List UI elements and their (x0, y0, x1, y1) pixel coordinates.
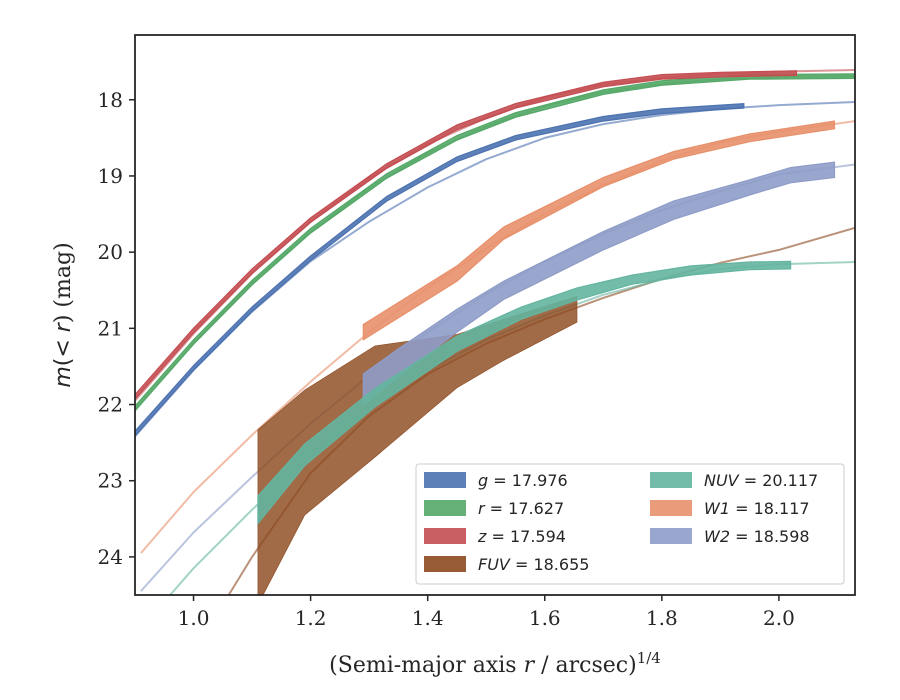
data-band-w1 (362, 120, 836, 341)
y-tick-label: 19 (98, 164, 123, 188)
y-axis-title: m(< r) (mag) (51, 242, 76, 387)
legend-swatch-w1 (650, 500, 692, 516)
plot-frame (134, 34, 856, 596)
y-tick-label: 24 (98, 545, 123, 569)
data-bands (135, 70, 855, 595)
legend-label-r: r = 17.627 (478, 499, 564, 518)
x-tick-label: 2.0 (763, 606, 795, 630)
data-band-fuv (257, 295, 578, 595)
legend-label-g: g = 17.976 (478, 471, 568, 490)
legend-swatch-g (424, 472, 466, 488)
y-tick-label: 20 (98, 240, 123, 264)
data-band-z (135, 70, 798, 401)
legend-label-fuv: FUV = 18.655 (478, 555, 589, 574)
axis-ticks: 1.0 1.2 1.4 1.6 1.8 2.0 18 19 20 21 22 23 24 (98, 88, 795, 630)
x-tick-label: 1.2 (295, 606, 327, 630)
data-band-nuv (257, 260, 792, 526)
data-band-g (135, 102, 745, 437)
legend-swatch-w2 (650, 528, 692, 544)
legend-label-nuv: NUV = 20.117 (704, 471, 818, 490)
y-tick-label: 22 (98, 393, 123, 417)
x-tick-label: 1.8 (646, 606, 678, 630)
legend-label-w2: W2 = 18.598 (704, 527, 810, 546)
legend-swatch-fuv (424, 556, 466, 572)
x-tick-label: 1.6 (529, 606, 561, 630)
x-axis-title: (Semi-major axis r / arcsec)1/4 (329, 649, 661, 678)
legend-box (415, 463, 845, 585)
legend-swatch-z (424, 528, 466, 544)
x-tick-label: 1.0 (178, 606, 210, 630)
x-tick-label: 1.4 (412, 606, 444, 630)
legend-label-z: z = 17.594 (477, 527, 566, 546)
legend-swatch-nuv (650, 472, 692, 488)
y-tick-label: 21 (98, 316, 123, 340)
data-band-r (135, 73, 855, 412)
y-tick-label: 18 (98, 88, 123, 112)
legend-swatch-r (424, 500, 466, 516)
data-band-w2 (362, 161, 836, 406)
legend-label-w1: W1 = 18.117 (704, 499, 810, 518)
y-tick-label: 23 (98, 469, 123, 493)
legend: g = 17.976 r = 17.627 z = 17.594 FUV = 18.6… (415, 463, 845, 585)
